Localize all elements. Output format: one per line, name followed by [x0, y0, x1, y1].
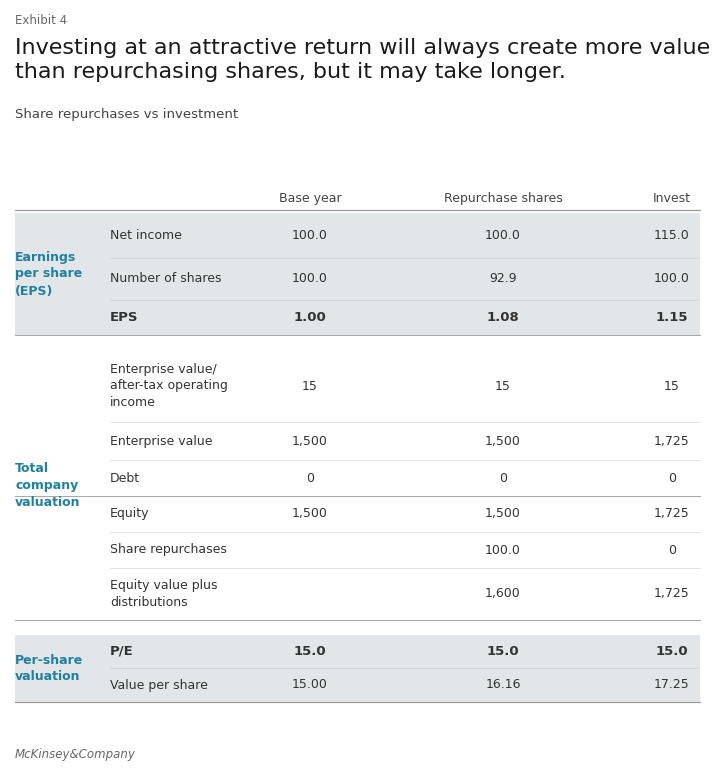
Text: 17.25: 17.25	[654, 679, 690, 692]
Text: Net income: Net income	[110, 229, 182, 242]
Text: Equity value plus
distributions: Equity value plus distributions	[110, 580, 217, 608]
Text: Total
company
valuation: Total company valuation	[15, 462, 81, 509]
Text: 16.16: 16.16	[486, 679, 520, 692]
Text: Share repurchases vs investment: Share repurchases vs investment	[15, 108, 238, 121]
Text: Value per share: Value per share	[110, 679, 208, 692]
Text: 15.0: 15.0	[294, 645, 327, 658]
Text: 1.08: 1.08	[487, 311, 519, 324]
Text: Investing at an attractive return will always create more value: Investing at an attractive return will a…	[15, 38, 710, 58]
Text: Equity: Equity	[110, 508, 150, 520]
Text: 0: 0	[668, 544, 676, 556]
Text: 1,500: 1,500	[485, 434, 521, 448]
Text: 15: 15	[495, 380, 511, 392]
Text: 0: 0	[306, 471, 314, 484]
Text: 15.00: 15.00	[292, 679, 328, 692]
Text: 100.0: 100.0	[292, 229, 328, 242]
Text: Base year: Base year	[279, 192, 342, 205]
Text: 1,725: 1,725	[654, 587, 690, 601]
Text: Per-share
valuation: Per-share valuation	[15, 654, 83, 683]
Text: Earnings
per share
(EPS): Earnings per share (EPS)	[15, 250, 82, 297]
Text: Number of shares: Number of shares	[110, 272, 222, 285]
Text: Exhibit 4: Exhibit 4	[15, 14, 67, 27]
Text: 15.0: 15.0	[656, 645, 688, 658]
Text: 100.0: 100.0	[485, 229, 521, 242]
Text: 1,725: 1,725	[654, 434, 690, 448]
Text: 15.0: 15.0	[487, 645, 519, 658]
Text: 15: 15	[664, 380, 680, 392]
Text: 0: 0	[499, 471, 507, 484]
Text: 1.15: 1.15	[656, 311, 688, 324]
Text: EPS: EPS	[110, 311, 138, 324]
Bar	[15, 635, 700, 702]
Text: 100.0: 100.0	[485, 544, 521, 556]
Text: 1,725: 1,725	[654, 508, 690, 520]
Text: 1,500: 1,500	[485, 508, 521, 520]
Text: Debt: Debt	[110, 471, 140, 484]
Text: 92.9: 92.9	[489, 272, 517, 285]
Text: McKinsey&Company: McKinsey&Company	[15, 748, 136, 761]
Text: 0: 0	[668, 471, 676, 484]
Text: 1,500: 1,500	[292, 508, 328, 520]
Text: 15: 15	[302, 380, 318, 392]
Text: 1,500: 1,500	[292, 434, 328, 448]
Text: Share repurchases: Share repurchases	[110, 544, 227, 556]
Text: than repurchasing shares, but it may take longer.: than repurchasing shares, but it may tak…	[15, 62, 566, 82]
Bar	[15, 213, 700, 335]
Text: 100.0: 100.0	[292, 272, 328, 285]
Text: 1.00: 1.00	[294, 311, 327, 324]
Text: Enterprise value/
after-tax operating
income: Enterprise value/ after-tax operating in…	[110, 363, 228, 409]
Text: 100.0: 100.0	[654, 272, 690, 285]
Text: Invest: Invest	[653, 192, 691, 205]
Text: Repurchase shares: Repurchase shares	[443, 192, 563, 205]
Text: Enterprise value: Enterprise value	[110, 434, 212, 448]
Text: 1,600: 1,600	[485, 587, 521, 601]
Text: P/E: P/E	[110, 645, 134, 658]
Text: 115.0: 115.0	[654, 229, 690, 242]
